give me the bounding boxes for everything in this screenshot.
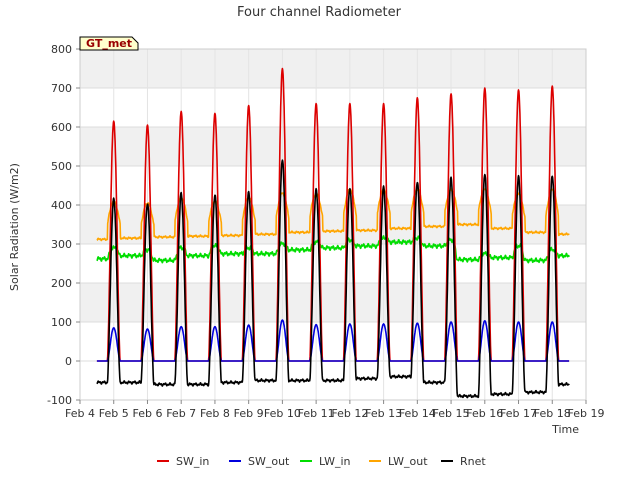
y-tick-label: 200: [51, 277, 72, 290]
x-tick-label: Feb 12: [331, 407, 368, 420]
x-tick-label: Feb 4: [65, 407, 95, 420]
x-tick-label: Feb 15: [433, 407, 470, 420]
x-tick-label: Feb 18: [534, 407, 571, 420]
legend-label: LW_in: [319, 455, 351, 468]
series-line-lw-out: [96, 187, 570, 242]
station-tag-label: GT_met: [86, 37, 132, 50]
legend: SW_in SW_out LW_in LW_out Rnet: [157, 455, 486, 468]
y-tick-label: 600: [51, 121, 72, 134]
x-tick-label: Feb 7: [166, 407, 196, 420]
grid-band: [80, 283, 586, 322]
x-tick-label: Feb 16: [466, 407, 503, 420]
x-tick-label: Feb 17: [500, 407, 537, 420]
legend-item-sw-out: SW_out: [229, 455, 290, 468]
legend-label: LW_out: [388, 455, 428, 468]
series-lines: [96, 67, 570, 399]
x-tick-label: Feb 6: [132, 407, 162, 420]
y-tick-label: 100: [51, 316, 72, 329]
y-tick-label: 0: [65, 355, 72, 368]
x-tick-label: Feb 9: [234, 407, 264, 420]
series-line-lw-in: [96, 235, 570, 264]
x-tick-label: Feb 8: [200, 407, 230, 420]
x-axis-label: Time: [551, 423, 579, 436]
chart-title: Four channel Radiometer: [237, 5, 402, 20]
x-tick-label: Feb 14: [399, 407, 436, 420]
x-tick-label: Feb 11: [298, 407, 335, 420]
series-line-rnet: [96, 159, 570, 399]
background-bands: [80, 49, 586, 322]
station-tag: GT_met: [79, 36, 139, 51]
y-axis-ticks: -100 0 100 200 300 400 500 600 700 800: [47, 43, 80, 407]
legend-label: SW_out: [248, 455, 290, 468]
legend-item-rnet: Rnet: [441, 455, 486, 468]
legend-label: SW_in: [176, 455, 209, 468]
y-tick-label: -100: [47, 394, 72, 407]
x-tick-label: Feb 19: [568, 407, 605, 420]
y-tick-label: 700: [51, 82, 72, 95]
y-tick-label: 300: [51, 238, 72, 251]
legend-item-sw-in: SW_in: [157, 455, 209, 468]
legend-item-lw-out: LW_out: [369, 455, 428, 468]
legend-item-lw-in: LW_in: [300, 455, 351, 468]
x-tick-label: Feb 13: [365, 407, 402, 420]
plot-frame: [79, 48, 587, 401]
y-tick-label: 500: [51, 160, 72, 173]
y-axis-label: Solar Radiation (W/m2): [8, 163, 21, 291]
x-tick-label: Feb 10: [264, 407, 301, 420]
grid-band: [80, 49, 586, 88]
x-tick-label: Feb 5: [99, 407, 129, 420]
series-line-sw-out: [96, 319, 570, 362]
y-tick-label: 800: [51, 43, 72, 56]
y-tick-label: 400: [51, 199, 72, 212]
legend-label: Rnet: [460, 455, 486, 468]
x-axis-ticks: Feb 4 Feb 5 Feb 6 Feb 7 Feb 8 Feb 9 Feb 10Feb …: [65, 400, 604, 420]
grid-band: [80, 127, 586, 166]
